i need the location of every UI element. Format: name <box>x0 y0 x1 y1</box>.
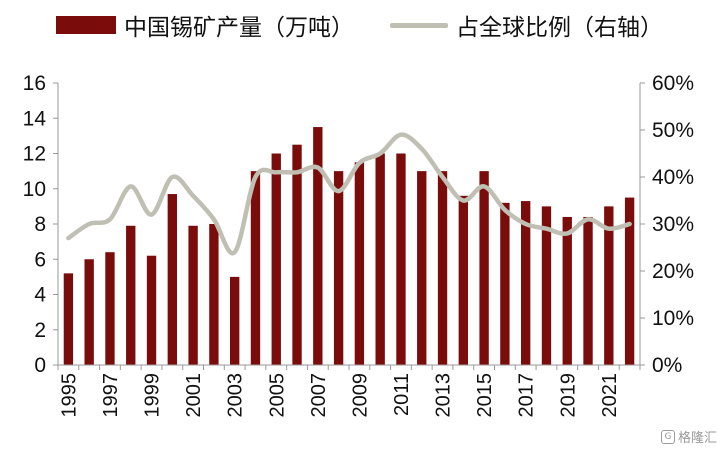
bar-1998 <box>126 225 136 365</box>
x-tick-label: 2009 <box>349 373 371 418</box>
y-right-tick-label: 20% <box>652 260 694 283</box>
y-right-tick-label: 10% <box>652 307 694 330</box>
legend-share-label: 占全球比例（右轴） <box>456 15 663 41</box>
y-left-tick-label: 4 <box>34 284 46 307</box>
bar-2019 <box>562 216 572 365</box>
bar-1996 <box>84 259 94 365</box>
legend-item-share: 占全球比例（右轴） <box>390 8 663 42</box>
g-logo-icon: G <box>660 429 675 444</box>
y-left-tick-label: 0 <box>34 354 46 377</box>
y-left-tick-label: 16 <box>23 72 46 95</box>
x-tick-label: 2007 <box>308 373 330 418</box>
bar-2013 <box>437 171 448 366</box>
share-line <box>66 132 632 256</box>
bar-2007 <box>313 127 323 365</box>
legend-production-label: 中国锡矿产量（万吨） <box>124 15 354 41</box>
x-tick-label: 1997 <box>100 373 122 418</box>
x-tick-label: 2021 <box>599 373 621 418</box>
bar-2008 <box>333 171 344 366</box>
x-tick-label: 2003 <box>225 373 247 418</box>
bar-2014 <box>458 195 468 365</box>
bar-2009 <box>354 162 365 365</box>
bar-2006 <box>292 144 302 365</box>
bar-2017 <box>521 201 531 365</box>
x-tick-label: 2011 <box>391 373 413 416</box>
bar-2003 <box>230 276 240 366</box>
bar-1995 <box>63 273 74 365</box>
y-left-tick-label: 14 <box>23 107 47 130</box>
chart-legend: 中国锡矿产量（万吨） 占全球比例（右轴） <box>0 8 723 42</box>
bar-2012 <box>417 171 427 366</box>
bar-2018 <box>541 206 552 366</box>
x-tick-label: 2017 <box>516 373 538 418</box>
x-tick-label: 2005 <box>266 373 288 418</box>
bar-2011 <box>396 153 406 365</box>
legend-item-production: 中国锡矿产量（万吨） <box>56 8 354 42</box>
legend-line-swatch <box>390 22 448 28</box>
y-left-tick-label: 10 <box>23 178 46 201</box>
bar-2010 <box>375 153 385 365</box>
watermark-text: 格隆汇 <box>677 431 717 446</box>
legend-bar-swatch <box>56 16 116 34</box>
bar-1999 <box>146 255 157 365</box>
bar-2002 <box>209 224 219 365</box>
y-left-tick-label: 12 <box>23 143 46 166</box>
x-tick-label: 1999 <box>142 373 164 418</box>
bar-2004 <box>250 171 261 366</box>
y-right-tick-label: 0% <box>652 354 682 377</box>
bar-2001 <box>188 225 198 365</box>
bar-1997 <box>105 252 115 365</box>
bar-2016 <box>500 202 510 365</box>
bar-2015 <box>479 171 489 366</box>
x-tick-label: 2001 <box>183 373 205 418</box>
x-tick-label: 2019 <box>557 373 579 418</box>
bar-2022 <box>624 197 635 365</box>
x-tick-label: 2013 <box>433 373 455 418</box>
bar-2021 <box>604 206 614 366</box>
bar-2020 <box>583 216 593 365</box>
y-right-tick-label: 30% <box>652 213 694 236</box>
y-right-tick-label: 50% <box>652 119 694 142</box>
watermark: G 格隆汇 <box>660 427 717 446</box>
y-right-tick-label: 40% <box>652 166 694 189</box>
x-tick-label: 1995 <box>58 373 80 418</box>
x-tick-label: 2015 <box>474 373 496 418</box>
bar-2005 <box>271 153 281 365</box>
y-left-tick-label: 6 <box>34 248 46 271</box>
bar-2000 <box>167 194 177 365</box>
y-right-tick-label: 60% <box>652 72 694 95</box>
y-left-tick-label: 8 <box>34 213 46 236</box>
y-left-tick-label: 2 <box>34 319 46 342</box>
